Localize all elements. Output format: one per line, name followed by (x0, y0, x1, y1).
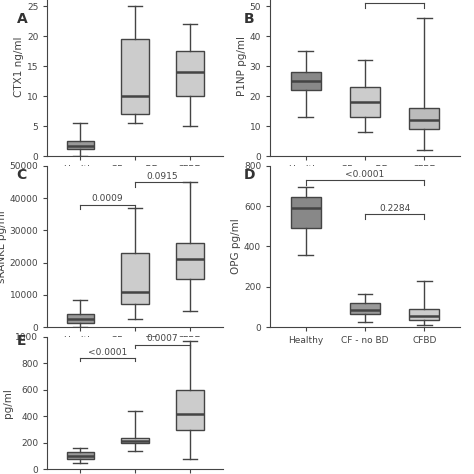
Bar (176, 243, 204, 279)
Bar (291, 197, 320, 228)
Y-axis label: OPG pg/ml: OPG pg/ml (231, 219, 241, 274)
Bar (410, 309, 439, 320)
Bar (350, 87, 380, 118)
Y-axis label: CTX1 ng/ml: CTX1 ng/ml (14, 36, 24, 97)
Text: 0.0007: 0.0007 (146, 335, 178, 344)
Bar (66, 314, 94, 323)
Bar (176, 390, 204, 430)
Text: D: D (244, 168, 255, 182)
Text: E: E (17, 334, 26, 348)
Text: 0.2284: 0.2284 (379, 204, 410, 213)
Text: 0.1412: 0.1412 (379, 0, 410, 2)
Bar (66, 141, 94, 149)
Text: <0.0001: <0.0001 (88, 348, 128, 357)
Text: 0.0915: 0.0915 (146, 172, 178, 181)
Bar (291, 73, 320, 91)
Text: A: A (17, 12, 27, 26)
Text: 0.0009: 0.0009 (92, 194, 124, 203)
Bar (121, 438, 149, 443)
Bar (66, 452, 94, 459)
Text: B: B (244, 12, 255, 26)
Bar (121, 253, 149, 304)
Bar (121, 39, 149, 114)
Y-axis label: sRANKL/OPG
pg/ml: sRANKL/OPG pg/ml (0, 370, 13, 436)
Y-axis label: P1NP pg/ml: P1NP pg/ml (237, 36, 247, 96)
Text: <0.0001: <0.0001 (346, 170, 384, 179)
Bar (410, 109, 439, 129)
Y-axis label: sRANKL pg/ml: sRANKL pg/ml (0, 210, 7, 283)
Bar (350, 303, 380, 314)
Bar (176, 51, 204, 96)
Text: C: C (17, 168, 27, 182)
